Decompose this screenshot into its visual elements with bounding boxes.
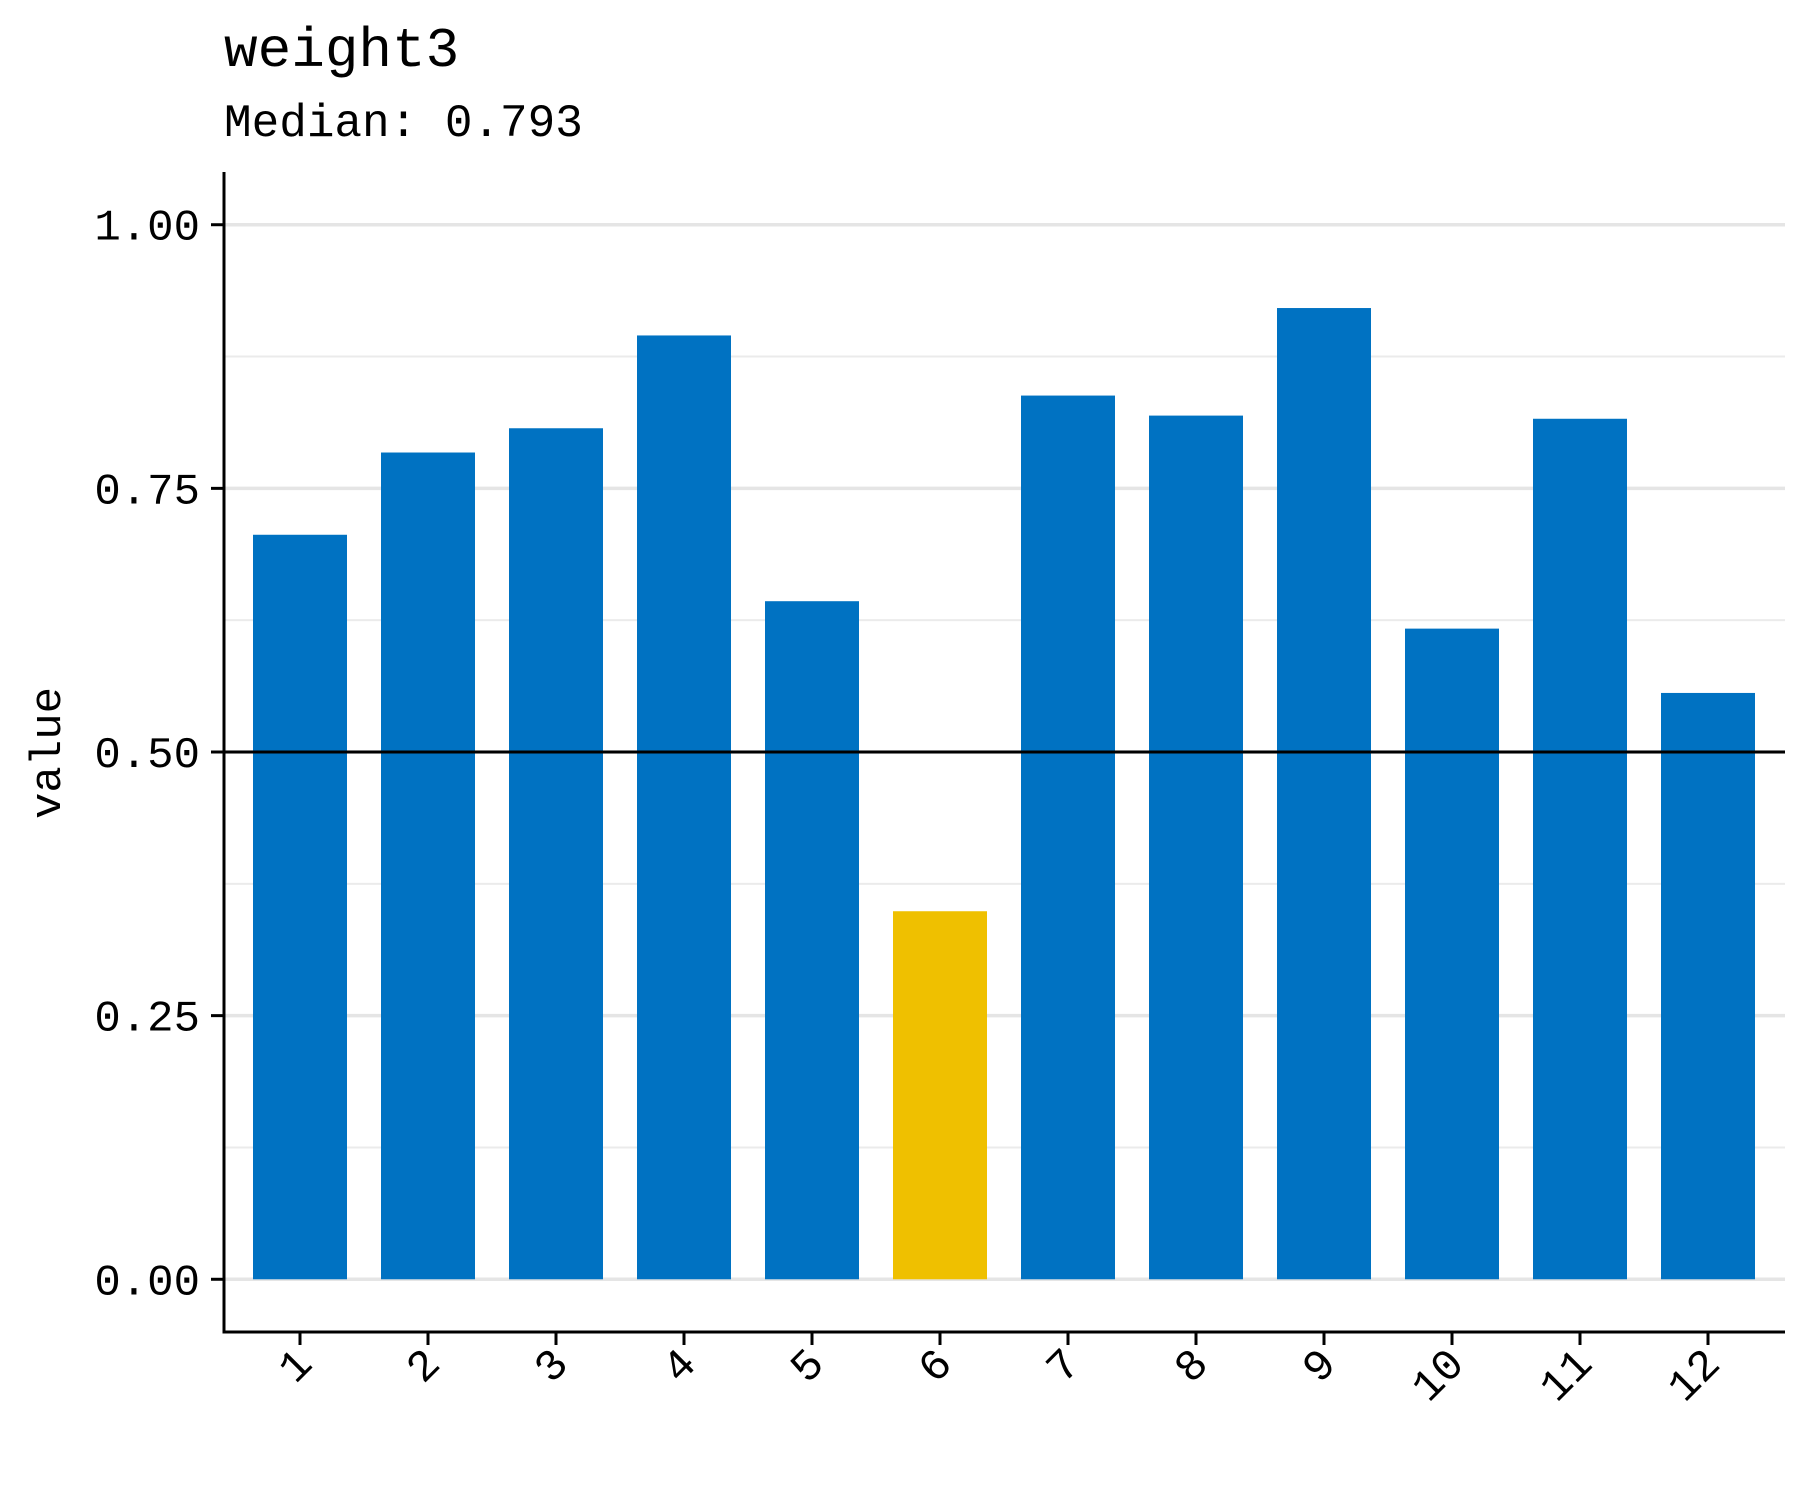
x-tick-label: 4 — [654, 1341, 708, 1395]
y-axis-title: value — [24, 687, 74, 819]
x-tick-label: 8 — [1166, 1341, 1220, 1395]
y-tick-label: 0.75 — [94, 467, 200, 517]
y-tick-label: 0.00 — [94, 1258, 200, 1308]
y-tick-label: 0.25 — [94, 995, 200, 1045]
bar-10 — [1405, 628, 1499, 1280]
bar-3 — [509, 428, 603, 1280]
x-tick-label: 7 — [1038, 1341, 1092, 1395]
bar-6 — [893, 911, 987, 1280]
y-ticks: 0.00 0.25 0.50 0.75 1.00 — [94, 204, 224, 1308]
x-tick-label: 6 — [910, 1341, 964, 1395]
y-tick-label: 0.50 — [94, 731, 200, 781]
bar-8 — [1149, 415, 1243, 1280]
bar-4 — [637, 335, 731, 1280]
bar-7 — [1021, 395, 1115, 1280]
x-tick-label: 10 — [1403, 1341, 1476, 1414]
bar-9 — [1277, 308, 1371, 1280]
chart-title: weight3 — [224, 19, 459, 83]
bar-12 — [1661, 692, 1755, 1280]
bar-2 — [381, 452, 475, 1280]
bars — [253, 308, 1755, 1280]
chart-subtitle: Median: 0.793 — [224, 98, 583, 150]
bar-5 — [765, 601, 859, 1280]
x-ticks: 1 2 3 4 5 6 7 8 9 10 11 12 — [270, 1332, 1732, 1413]
x-tick-label: 5 — [782, 1341, 836, 1395]
bar-1 — [253, 534, 347, 1280]
y-tick-label: 1.00 — [94, 204, 200, 254]
x-tick-label: 3 — [526, 1341, 580, 1395]
x-tick-label: 9 — [1294, 1341, 1348, 1395]
x-tick-label: 2 — [398, 1341, 452, 1395]
x-tick-label: 12 — [1659, 1341, 1732, 1414]
x-tick-label: 11 — [1531, 1341, 1604, 1414]
x-tick-label: 1 — [270, 1341, 324, 1395]
bar-11 — [1533, 418, 1627, 1280]
